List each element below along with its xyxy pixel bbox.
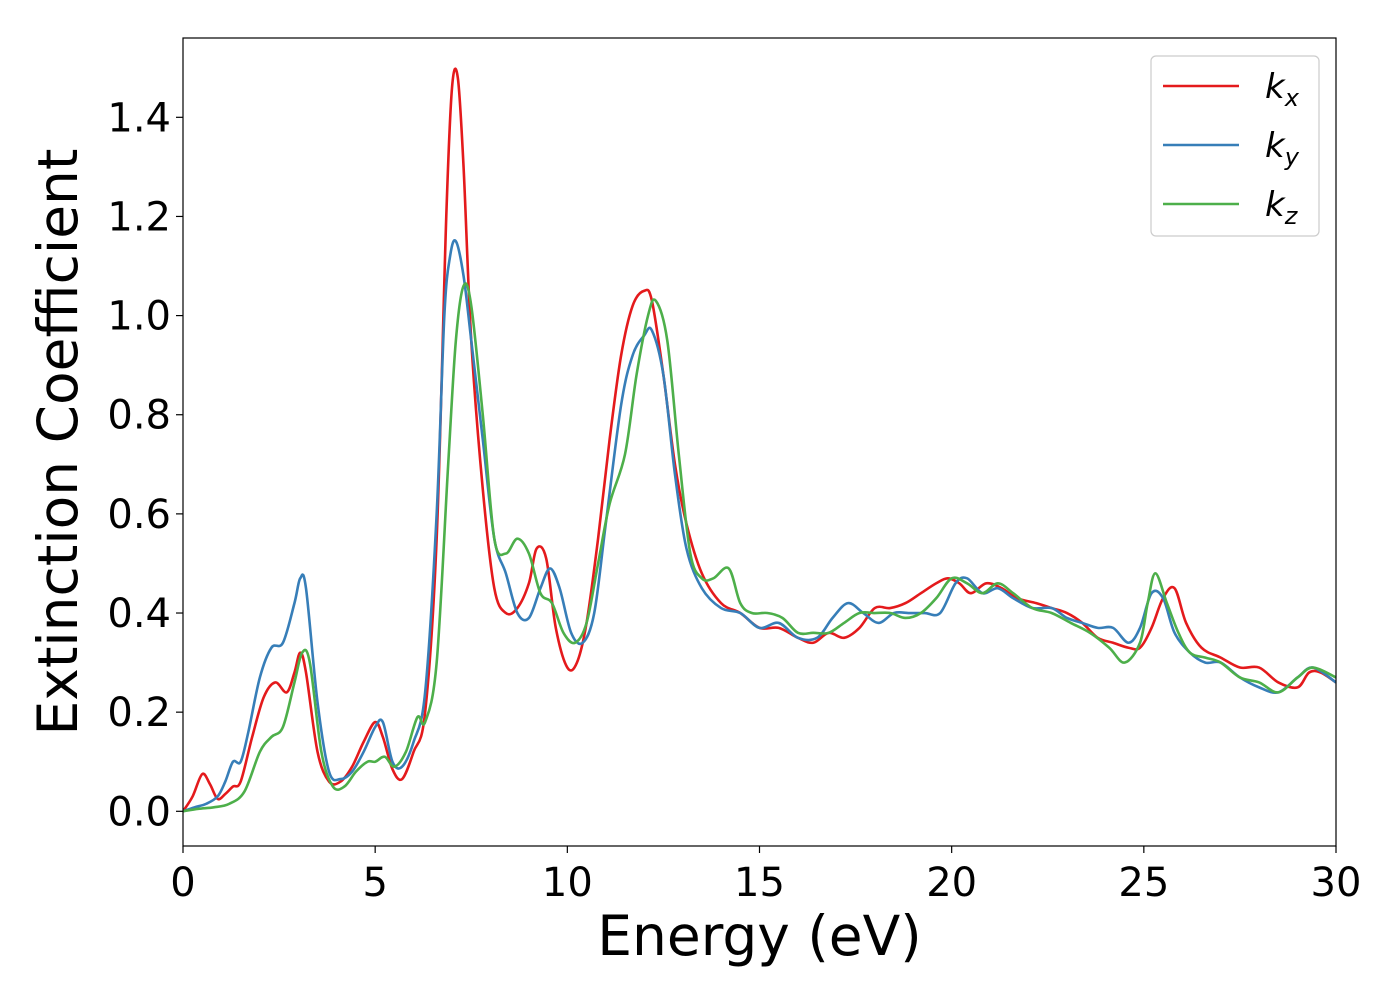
y-tick-label: 0.8 <box>107 393 171 439</box>
y-tick-label: 0.6 <box>107 492 171 538</box>
y-tick-label: 0.4 <box>107 591 171 637</box>
y-tick-label: 1.4 <box>107 95 171 141</box>
y-axis-title: Extinction Coefficient <box>26 149 90 736</box>
series-line-y <box>183 239 1336 813</box>
y-tick-label: 1.2 <box>107 194 171 240</box>
x-tick-label: 0 <box>170 860 195 906</box>
x-axis-title: Energy (eV) <box>597 904 921 968</box>
x-tick-label: 30 <box>1311 860 1362 906</box>
plot-area <box>183 67 1336 813</box>
x-tick-label: 5 <box>362 860 387 906</box>
x-tick-label: 15 <box>734 860 785 906</box>
x-tick-label: 25 <box>1118 860 1169 906</box>
x-tick-label: 20 <box>926 860 977 906</box>
legend: kx ky kz <box>1150 55 1320 237</box>
legend-label-x: kx <box>1265 67 1300 112</box>
y-tick-label: 0.2 <box>107 690 171 736</box>
y-tick-label: 0.0 <box>107 789 171 835</box>
y-axis: 0.0 0.2 0.4 0.6 0.8 1.0 1.2 1.4 <box>107 95 183 835</box>
legend-label-y: ky <box>1265 126 1300 171</box>
x-tick-label: 10 <box>542 860 593 906</box>
series-line-z <box>183 282 1336 813</box>
x-axis: 0 5 10 15 20 25 30 <box>170 846 1361 906</box>
y-tick-label: 1.0 <box>107 294 171 340</box>
legend-label-z: kz <box>1265 185 1299 230</box>
